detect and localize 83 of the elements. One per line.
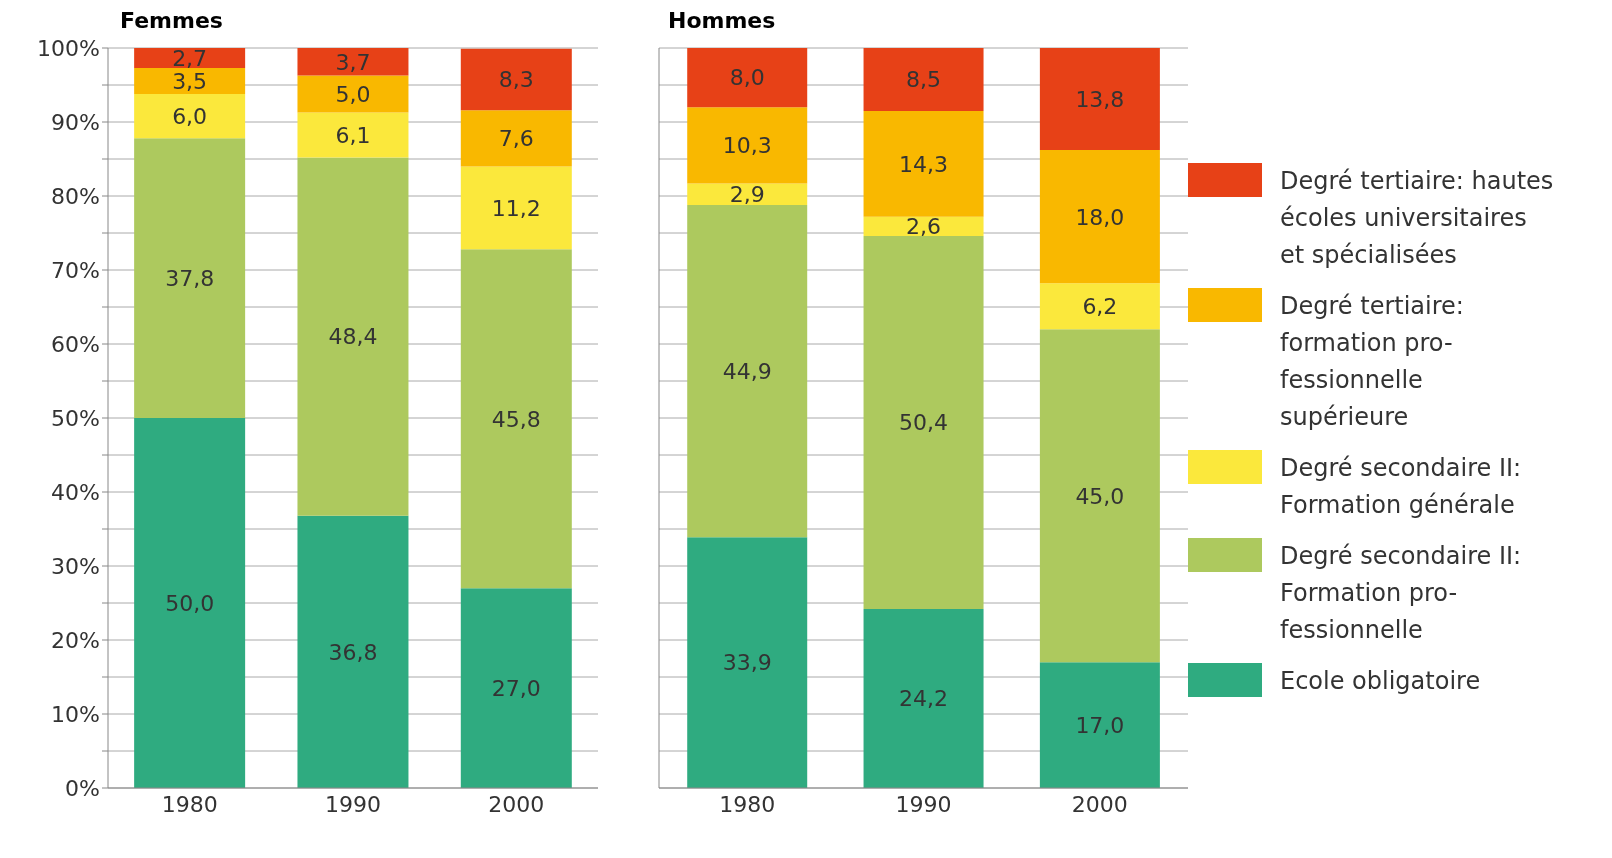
data-label: 6,0 — [172, 103, 208, 129]
legend-label: Ecole obligatoire — [1280, 665, 1481, 697]
legend-label: Degré tertiaire: formation pro-fessionnelle supérieure — [1280, 290, 1465, 433]
bar — [297, 112, 409, 158]
data-label: 11,2 — [491, 195, 541, 221]
x-tick-label: 2000 — [488, 791, 545, 817]
data-label: 50,0 — [165, 590, 215, 616]
data-label: 18,0 — [1075, 204, 1125, 230]
bar — [863, 608, 984, 788]
data-label: 27,0 — [491, 675, 541, 701]
data-label: 44,9 — [722, 358, 772, 384]
bar — [460, 249, 572, 589]
data-label: 17,0 — [1075, 712, 1125, 738]
bar — [134, 48, 246, 68]
data-label: 48,4 — [328, 324, 378, 350]
chart-title: Femmes — [120, 8, 223, 33]
legend-label: Degré tertiaire: hautes écoles universitaires et spécialisées — [1280, 165, 1555, 271]
y-tick-label: 70% — [51, 257, 100, 283]
data-label: 45,0 — [1075, 483, 1125, 509]
x-tick-label: 1980 — [719, 791, 776, 817]
data-label: 5,0 — [335, 81, 371, 107]
data-label: 2,9 — [729, 181, 765, 207]
bar — [1039, 48, 1160, 151]
bar — [460, 588, 572, 788]
x-tick-label: 2000 — [1071, 791, 1128, 817]
data-label: 24,2 — [899, 686, 949, 712]
bar — [1039, 150, 1160, 284]
data-label: 13,8 — [1075, 86, 1125, 112]
bar — [297, 515, 409, 788]
bar — [687, 107, 808, 184]
data-label: 6,1 — [335, 122, 371, 148]
legend-label: Degré secondaire II: Formation générale — [1280, 452, 1523, 521]
bar — [687, 537, 808, 788]
data-label: 37,8 — [165, 265, 215, 291]
data-label: 8,5 — [906, 67, 942, 93]
data-label: 14,3 — [899, 151, 949, 177]
data-label: 6,2 — [1082, 294, 1118, 320]
data-label: 3,7 — [335, 49, 371, 75]
bar — [863, 235, 984, 609]
x-tick-label: 1990 — [895, 791, 952, 817]
bar — [863, 48, 984, 111]
bar — [134, 418, 246, 788]
bar — [134, 138, 246, 418]
y-tick-label: 90% — [51, 109, 100, 135]
data-label: 2,7 — [172, 45, 208, 71]
data-label: 3,5 — [172, 68, 208, 94]
bar — [134, 67, 246, 94]
data-label: 45,8 — [491, 406, 541, 432]
bar — [1039, 329, 1160, 663]
legend-label: Degré secondaire II: Formation pro-fessionnelle — [1280, 540, 1523, 646]
bar — [460, 48, 572, 111]
bar — [1039, 662, 1160, 788]
y-tick-label: 10% — [51, 701, 100, 727]
bar — [460, 166, 572, 250]
y-tick-label: 30% — [51, 553, 100, 579]
x-tick-label: 1980 — [161, 791, 218, 817]
data-label: 36,8 — [328, 639, 378, 665]
bar — [687, 48, 808, 108]
bar — [863, 110, 984, 217]
y-tick-label: 20% — [51, 627, 100, 653]
bar — [297, 48, 409, 76]
data-label: 2,6 — [906, 214, 942, 240]
data-label: 7,6 — [498, 126, 534, 152]
bar — [297, 157, 409, 516]
bar — [1039, 283, 1160, 330]
y-tick-label: 0% — [65, 775, 100, 801]
y-tick-label: 60% — [51, 331, 100, 357]
chart-title: Hommes — [667, 8, 777, 35]
y-tick-label: 100% — [37, 35, 100, 61]
data-label: 50,4 — [899, 410, 949, 436]
x-tick-label: 1990 — [325, 791, 381, 817]
data-label: 33,9 — [722, 650, 772, 676]
bar — [687, 183, 808, 205]
bar — [687, 204, 808, 538]
data-label: 10,3 — [722, 133, 772, 159]
bar — [297, 75, 409, 113]
y-tick-label: 50% — [51, 405, 100, 431]
data-label: 8,0 — [729, 65, 765, 91]
bar — [134, 93, 246, 139]
y-tick-label: 40% — [51, 479, 100, 505]
y-tick-label: 80% — [51, 183, 100, 209]
data-label: 8,3 — [498, 67, 534, 93]
bar — [460, 110, 572, 167]
